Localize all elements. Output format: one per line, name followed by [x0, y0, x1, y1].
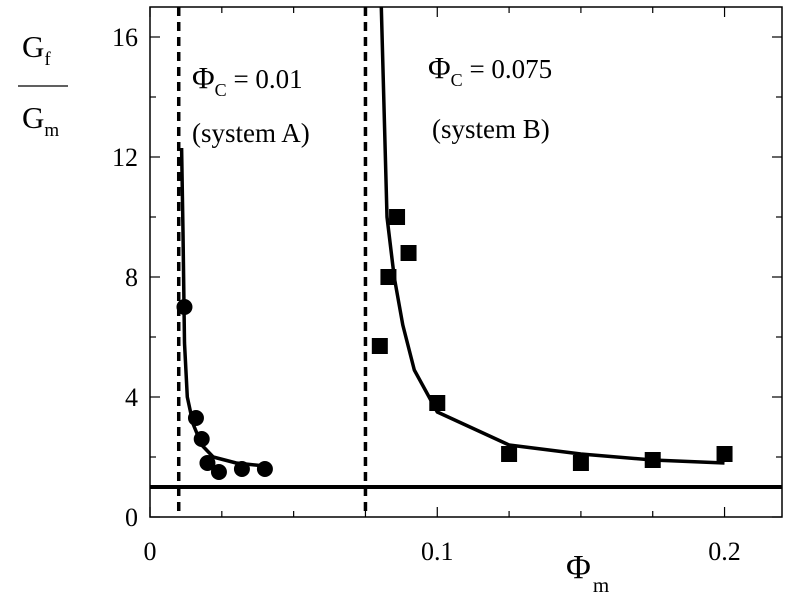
data-point-circle — [193, 431, 210, 447]
fit-curve — [379, 6, 725, 465]
data-point-square — [429, 395, 446, 411]
data-point-square — [389, 209, 406, 225]
x-tick-label: 0 — [144, 537, 157, 566]
y-label-denominator: G — [22, 100, 44, 135]
data-point-square — [501, 446, 518, 462]
x-label-main: Φ — [566, 549, 591, 586]
data-point-square — [380, 269, 397, 285]
data-point-circle — [187, 410, 204, 426]
y-tick-label: 16 — [112, 23, 138, 52]
y-tick-label: 12 — [112, 143, 138, 172]
annotation-b-sub: C — [451, 70, 463, 90]
axis-ticks — [149, 7, 782, 518]
annotation-a-system: (system A) — [192, 118, 310, 148]
x-tick-label: 0.1 — [421, 537, 454, 566]
y-tick-label: 8 — [125, 263, 138, 292]
data-point-circle — [256, 461, 273, 477]
plot-frame — [149, 6, 783, 518]
x-label-sub: m — [593, 573, 609, 597]
annotation-b-phi: Φ — [428, 50, 451, 85]
annotation-a-sub: C — [215, 80, 227, 100]
y-tick-label: 0 — [125, 503, 138, 532]
y-label-denominator-sub: m — [44, 120, 59, 141]
annotation-a-phi: Φ — [192, 60, 215, 95]
y-label-numerator: G — [22, 29, 44, 64]
svg-text:ΦC = 0.01: ΦC = 0.01 — [192, 60, 303, 100]
svg-text:ΦC = 0.075: ΦC = 0.075 — [428, 50, 552, 90]
data-point-square — [371, 338, 388, 354]
data-point-circle — [233, 461, 250, 477]
annotation-b-system: (system B) — [432, 114, 550, 144]
annotation-a-value: = 0.01 — [227, 64, 303, 94]
svg-text:Gm: Gm — [22, 100, 59, 141]
tick-labels: 0 0.1 0.2 0 4 8 12 16 — [112, 23, 741, 566]
data-point-square — [400, 245, 417, 261]
reference-lines — [150, 7, 782, 517]
y-label-numerator-sub: f — [44, 49, 51, 70]
data-point-circle — [199, 455, 216, 471]
data-point-square — [572, 455, 589, 471]
svg-text:Gf: Gf — [22, 29, 51, 70]
data-point-square — [716, 446, 733, 462]
y-tick-label: 4 — [125, 383, 138, 412]
x-tick-label: 0.2 — [708, 537, 741, 566]
annotation-system-a: ΦC = 0.01 (system A) — [192, 60, 310, 148]
data-point-circle — [176, 299, 193, 315]
y-axis-label: Gf Gm — [18, 29, 68, 141]
x-axis-label: Φm — [566, 549, 609, 597]
data-point-square — [644, 452, 661, 468]
annotation-b-value: = 0.075 — [463, 54, 552, 84]
annotation-system-b: ΦC = 0.075 (system B) — [428, 50, 552, 144]
data-point-circle — [210, 464, 227, 480]
data-points — [176, 209, 733, 480]
